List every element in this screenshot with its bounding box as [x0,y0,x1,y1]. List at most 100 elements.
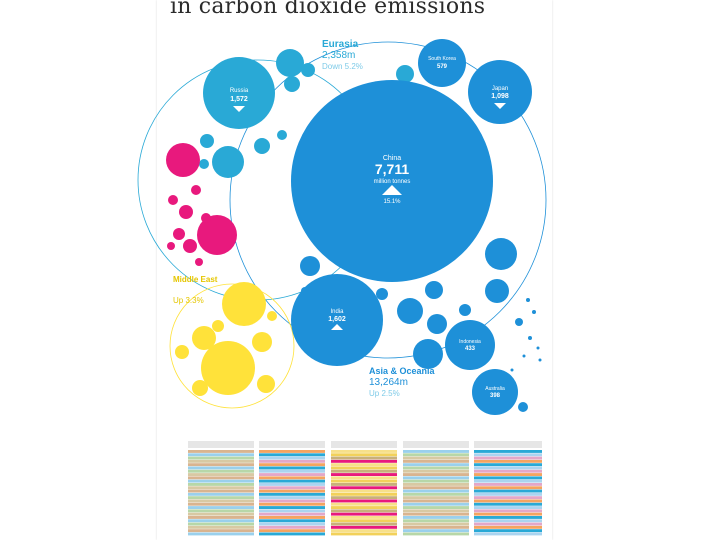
table-row [403,483,469,486]
table-row [474,456,542,460]
table-row [188,473,254,476]
table-row [188,529,254,533]
table-row [474,476,542,480]
table-row [188,456,254,460]
table-row [259,525,325,529]
table-row [403,502,469,506]
table-row [403,529,469,533]
china-change-triangle [382,185,402,195]
table-row [259,479,325,483]
table-row [188,476,254,480]
south-korea-value: 579 [437,64,448,70]
bubble [183,239,197,253]
region-total: 2,358m [322,50,355,61]
table-row [188,506,254,509]
table-row [188,463,254,467]
table-row [331,525,397,529]
table-row [474,506,542,509]
dot [526,298,530,302]
table-row [259,492,325,496]
table-row [188,486,254,490]
indonesia-label: Indonesia 433 [459,339,481,352]
table-row [188,519,254,523]
table-row [259,450,325,453]
table-row [331,519,397,523]
india-label: India 1,602 [328,309,346,323]
bubble [201,341,255,395]
table-row [331,499,397,503]
bubble [168,195,178,205]
table-row [259,512,325,516]
bubble [167,242,175,250]
table-row [403,509,469,513]
table-row [474,525,542,529]
table-header [259,441,325,448]
table-row [403,459,469,463]
bubble [200,134,214,148]
table-row [403,476,469,480]
table-row [474,516,542,519]
asia-bubbles [291,39,532,415]
table-row [474,522,542,526]
table-row [403,489,469,493]
indonesia-name: Indonesia [459,339,481,345]
table-row [403,453,469,457]
table-row [474,453,542,457]
table-row [403,519,469,523]
table-row [474,496,542,500]
table-row [474,532,542,536]
table-row [474,463,542,467]
bubble [222,282,266,326]
australia-label: Australia 398 [485,386,505,399]
region-total: 13,264m [369,377,408,388]
unit-label: million tonnes [374,179,411,185]
china-change: 15.1% [383,199,401,205]
table-row [403,479,469,483]
table-header [188,441,254,448]
table-row [188,489,254,493]
dot [510,368,514,372]
table-row [259,473,325,476]
table-row [331,453,397,457]
table-row [259,516,325,519]
table-row [188,516,254,519]
table-row [188,453,254,457]
region-change: Down 5.2% [322,62,363,71]
table-row [188,479,254,483]
table-row [331,509,397,513]
bubble [397,298,423,324]
table-row [259,529,325,533]
table-row [259,499,325,503]
table-row [403,486,469,490]
table-row [259,466,325,470]
table-row [474,486,542,490]
table-row [331,496,397,500]
bubble [276,49,304,77]
table-row [331,476,397,480]
small-dots [510,298,542,372]
europe-bubbles [166,143,237,266]
table-row [474,529,542,533]
region-name: Middle East [173,275,218,284]
bubble [197,215,237,255]
bubble [173,228,185,240]
table-row [188,466,254,470]
table-row [403,496,469,500]
bubble [300,256,320,276]
bubble [485,238,517,270]
table-row [403,516,469,519]
table-row [474,450,542,453]
bubble [252,332,272,352]
china-label: China 7,711 million tonnes 15.1% [374,155,411,205]
table-row [188,502,254,506]
bubble [179,205,193,219]
bubble [301,287,309,295]
china-value: 7,711 [375,161,409,177]
table-row [331,469,397,473]
south-korea-name: South Korea [428,56,456,62]
table-row [259,532,325,536]
table-row [403,506,469,509]
table-row [331,486,397,490]
data-table-strip [188,441,542,536]
region-name: Asia & Oceania [369,366,436,376]
